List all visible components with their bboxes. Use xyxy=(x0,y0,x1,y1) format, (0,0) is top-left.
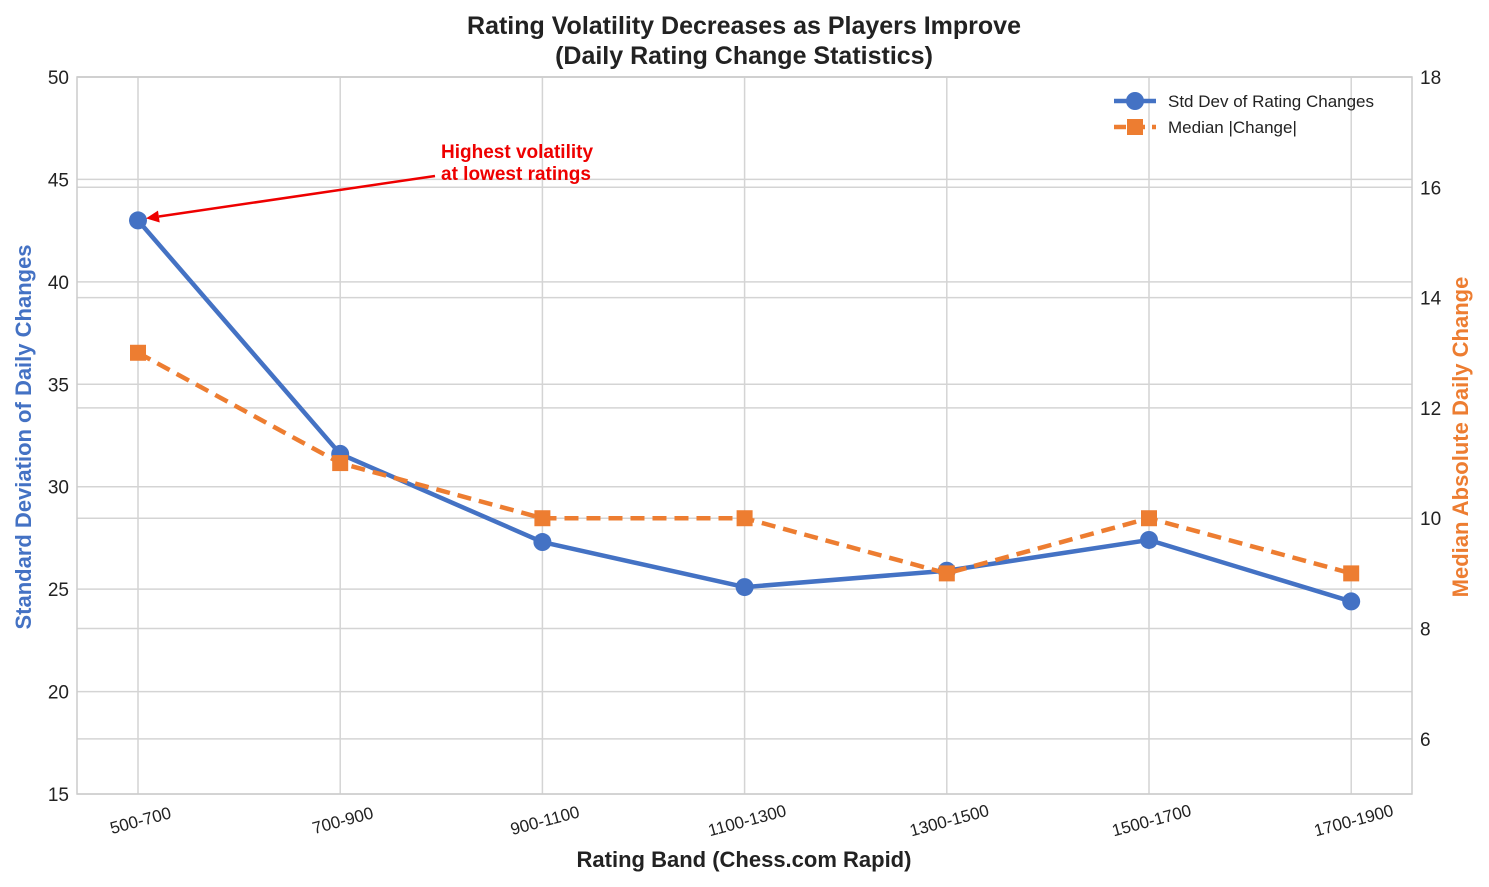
median-change-point xyxy=(332,455,349,472)
y-right-tick-label: 12 xyxy=(1420,399,1441,420)
series-layer xyxy=(129,211,1361,611)
std-dev-point xyxy=(1342,592,1361,611)
annotation-arrow xyxy=(158,174,436,218)
grid xyxy=(77,76,1412,795)
legend-label-median-change: Median |Change| xyxy=(1168,118,1297,137)
x-axis-title: Rating Band (Chess.com Rapid) xyxy=(577,847,912,872)
std-dev-point xyxy=(735,578,754,597)
y-right-tick-label: 8 xyxy=(1420,620,1431,641)
y-right-tick-label: 10 xyxy=(1420,509,1441,530)
y-right-tick-label: 14 xyxy=(1420,289,1442,310)
y-left-tick-label: 25 xyxy=(48,580,69,601)
y-left-tick-label: 20 xyxy=(48,683,69,704)
std-dev-point xyxy=(533,533,552,552)
x-tick-label: 900-1100 xyxy=(508,802,581,839)
y-left-tick-label: 30 xyxy=(48,478,69,499)
y-left-tick-label: 45 xyxy=(48,170,69,191)
legend-label-std-dev: Std Dev of Rating Changes xyxy=(1168,92,1374,111)
y-right-tick-label: 16 xyxy=(1420,178,1441,199)
median-change-point xyxy=(1141,510,1157,527)
annotation-arrowhead xyxy=(146,210,160,223)
y-left-tick-label: 40 xyxy=(48,273,69,294)
x-tick-label: 500-700 xyxy=(108,803,173,838)
median-change-point xyxy=(736,510,753,527)
legend: Std Dev of Rating Changes Median |Change| xyxy=(1114,92,1374,137)
annotation: Highest volatility at lowest ratings xyxy=(146,142,593,223)
y-right-tick-label: 18 xyxy=(1420,68,1441,89)
legend-marker-std-dev xyxy=(1126,92,1144,110)
y-left-tick-label: 35 xyxy=(48,375,69,396)
chart-title-line2: (Daily Rating Change Statistics) xyxy=(555,42,933,70)
chart-title-line1: Rating Volatility Decreases as Players I… xyxy=(467,12,1021,40)
x-tick-label: 1300-1500 xyxy=(908,801,991,840)
x-tick-label: 1100-1300 xyxy=(706,801,788,840)
legend-marker-median-change xyxy=(1127,119,1143,135)
y-axis-left-title: Standard Deviation of Daily Changes xyxy=(11,244,36,629)
median-change-point xyxy=(534,510,551,527)
x-tick-label: 1700-1900 xyxy=(1312,801,1395,840)
y-right-tick-label: 6 xyxy=(1420,730,1431,751)
median-change-point xyxy=(1343,565,1360,582)
std-dev-point xyxy=(1140,530,1158,549)
plot-frame xyxy=(76,76,1413,795)
median-change-point xyxy=(938,565,955,582)
x-tick-label: 1500-1700 xyxy=(1110,801,1193,840)
y-left-tick-label: 50 xyxy=(48,68,69,89)
median-change-point xyxy=(130,344,146,361)
annotation-text-line2: at lowest ratings xyxy=(441,164,591,185)
std-dev-point xyxy=(129,211,147,230)
x-tick-label: 700-900 xyxy=(310,803,375,838)
y-left-tick-label: 15 xyxy=(48,785,69,806)
annotation-text-line1: Highest volatility xyxy=(441,142,593,163)
y-axis-right-title: Median Absolute Daily Change xyxy=(1448,277,1473,598)
